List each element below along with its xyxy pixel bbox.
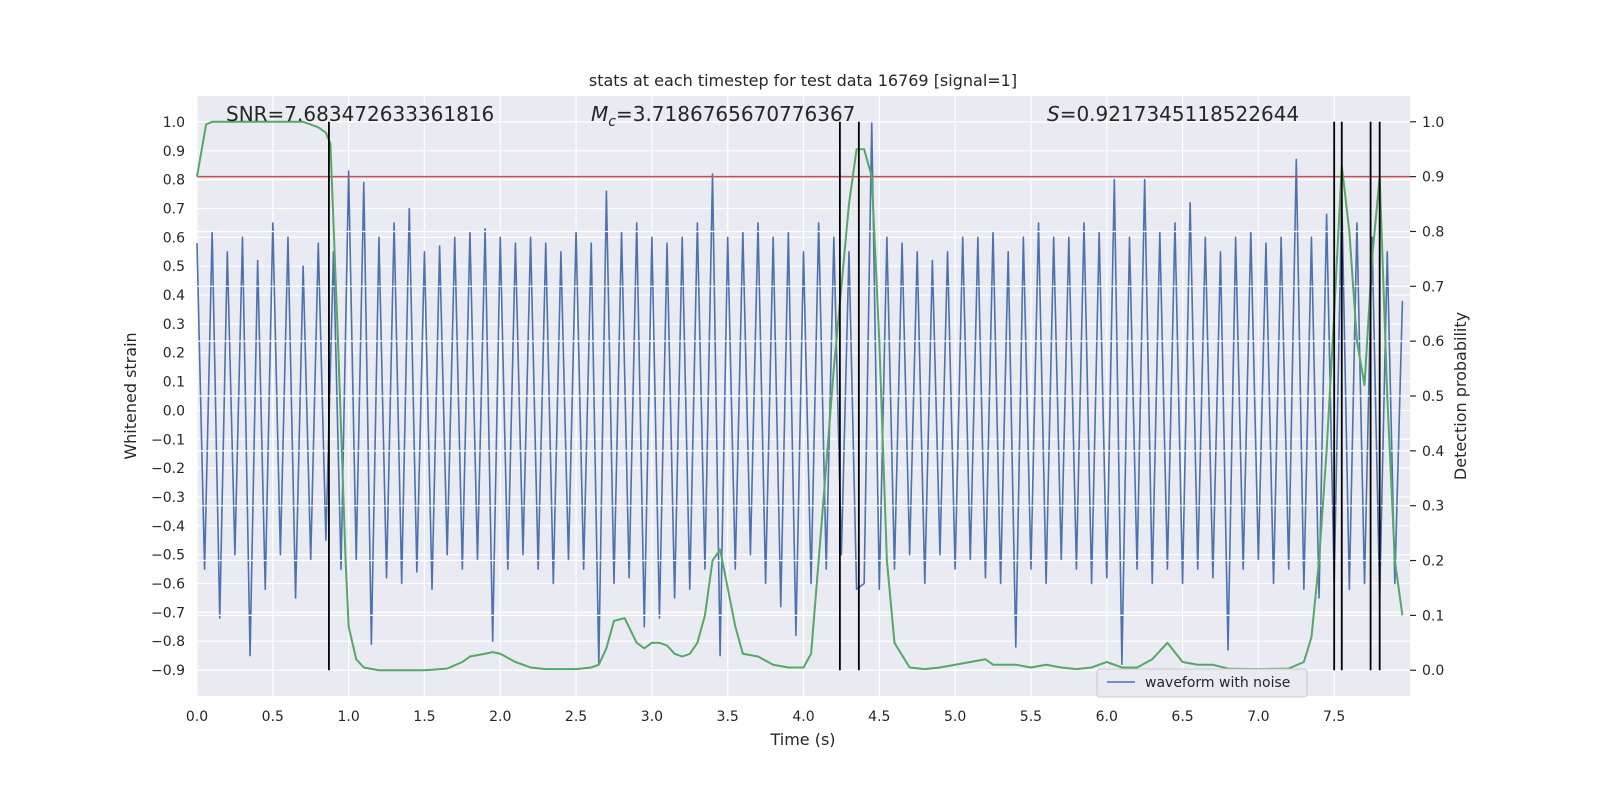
y2-tick-label: 0.6	[1422, 334, 1444, 350]
x-tick-label: 3.0	[641, 709, 663, 725]
y-tick-label: −0.3	[151, 490, 185, 506]
y-tick-label: 0.5	[163, 259, 185, 275]
y-tick-label: −0.8	[151, 634, 185, 650]
x-tick-label: 0.0	[186, 709, 208, 725]
y-tick-label: −0.5	[151, 548, 185, 564]
annotation-text: SNR=7.683472633361816	[226, 102, 494, 126]
y-tick-label: −0.7	[151, 605, 185, 621]
x-tick-label: 6.5	[1171, 709, 1193, 725]
y2-tick-label: 0.4	[1422, 444, 1444, 460]
chart-title: stats at each timestep for test data 167…	[589, 71, 1017, 90]
y-tick-label: 0.1	[163, 375, 185, 391]
annotation-subscript: c	[608, 114, 616, 130]
series-line	[196, 121, 1404, 666]
y-axis-label: Whitened strain	[121, 332, 140, 459]
x-tick-label: 5.0	[944, 709, 966, 725]
x-tick-label: 4.0	[792, 709, 814, 725]
legend-box	[1096, 668, 1308, 698]
annotation-symbol: M	[591, 102, 608, 126]
y-tick-label: 0.9	[163, 144, 185, 160]
x-tick-label: 2.0	[489, 709, 511, 725]
y-tick-label: −0.4	[151, 519, 185, 535]
y-tick-label: 0.3	[163, 317, 185, 333]
annotation-text: =0.9217345118522644	[1060, 102, 1299, 126]
x-tick-label: 6.0	[1096, 709, 1118, 725]
annotation: SNR=7.683472633361816	[226, 102, 494, 126]
x-tick-label: 7.5	[1323, 709, 1345, 725]
y-tick-label: −0.9	[151, 663, 185, 679]
x-tick-label: 2.5	[565, 709, 587, 725]
y2-tick-label: 0.2	[1422, 554, 1444, 570]
y-tick-label: −0.1	[151, 432, 185, 448]
annotation: S=0.9217345118522644	[1047, 102, 1299, 126]
y-tick-label: −0.2	[151, 461, 185, 477]
annotation-text: =3.7186765670776367	[616, 102, 855, 126]
y-tick-label: 0.4	[163, 288, 185, 304]
y2-tick-label: 0.8	[1422, 224, 1444, 240]
x-tick-label: 3.5	[717, 709, 739, 725]
y-tick-label: 0.2	[163, 346, 185, 362]
y2-axis-label: Detection probability	[1451, 312, 1470, 480]
y2-tick-label: 0.1	[1422, 608, 1444, 624]
y2-tick-label: 0.9	[1422, 170, 1444, 186]
x-tick-label: 4.5	[868, 709, 890, 725]
x-tick-label: 1.0	[337, 709, 359, 725]
y2-tick-label: 0.0	[1422, 663, 1444, 679]
y2-tick-label: 0.3	[1422, 499, 1444, 515]
y2-tick-label: 0.5	[1422, 389, 1444, 405]
x-tick-label: 7.0	[1247, 709, 1269, 725]
legend-label: waveform with noise	[1145, 675, 1290, 691]
annotation: Mc=3.7186765670776367	[591, 102, 855, 130]
y-tick-label: −0.6	[151, 577, 185, 593]
y2-tick-label: 1.0	[1422, 115, 1444, 131]
y-tick-label: 0.0	[163, 403, 185, 419]
y-tick-label: 0.7	[163, 202, 185, 218]
y-tick-label: 0.8	[163, 173, 185, 189]
x-tick-label: 5.5	[1020, 709, 1042, 725]
y-tick-label: 0.6	[163, 230, 185, 246]
y2-tick-label: 0.7	[1422, 279, 1444, 295]
x-axis-label: Time (s)	[769, 730, 835, 749]
y-tick-label: 1.0	[163, 115, 185, 131]
annotation-symbol: S	[1047, 102, 1060, 126]
x-tick-label: 1.5	[413, 709, 435, 725]
x-tick-label: 0.5	[262, 709, 284, 725]
